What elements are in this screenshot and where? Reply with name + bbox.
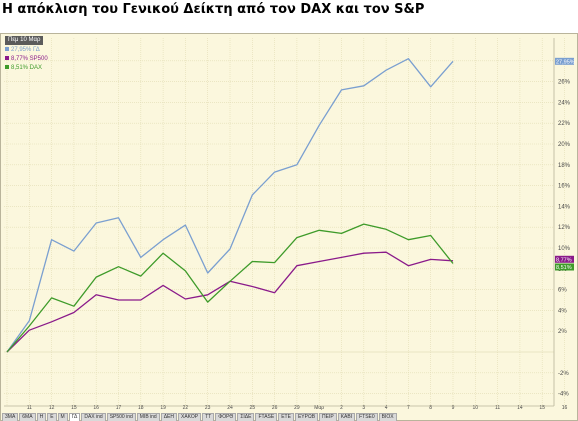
x-tick-label: 17 — [116, 405, 122, 411]
plot-area — [4, 38, 554, 406]
toolbar-button[interactable]: Μ — [57, 413, 68, 421]
end-value-label: 27,95% — [556, 59, 575, 65]
x-tick-label: 18 — [138, 405, 144, 411]
toolbar-button[interactable]: ΕΥΡΩΒ — [294, 413, 319, 421]
y-tick-label: 14% — [558, 204, 571, 210]
x-tick-label: 3 — [362, 405, 365, 411]
toolbar-button[interactable]: ΓΔ — [68, 413, 81, 421]
y-tick-label: 18% — [558, 163, 571, 169]
symbol-toolbar: 3ΜΑ 6ΜΑ Η Ε Μ ΓΔ DAX ind SP500 ind MIB ind ΔΕΗ ΧΑΚ… — [2, 413, 576, 421]
x-tick-label: 7 — [407, 405, 410, 411]
x-tick-label: 2 — [340, 405, 343, 411]
x-tick-label: 10 — [473, 405, 479, 411]
toolbar-button[interactable]: BIOX — [378, 413, 397, 421]
x-tick-label: 11 — [27, 405, 32, 411]
x-tick-label: 24 — [227, 405, 233, 411]
legend-marker-icon — [5, 56, 9, 60]
toolbar-button[interactable]: FTASE — [255, 413, 278, 421]
chart-title: Η απόκλιση του Γενικού Δείκτη από τον DA… — [2, 2, 425, 17]
end-value-label: 8,51% — [556, 265, 572, 271]
toolbar-button[interactable]: DAX ind — [81, 413, 106, 421]
legend-marker-icon — [5, 65, 9, 69]
toolbar-button[interactable]: ΕΤΕ — [278, 413, 294, 421]
y-tick-label: 24% — [558, 100, 571, 106]
x-tick-label: 15 — [539, 405, 545, 411]
chart-panel: -4%-2%2%4%6%8%10%12%14%16%18%20%22%24%26… — [0, 33, 578, 421]
x-tick-label: 19 — [160, 405, 166, 411]
legend-item: 8,51% DAX — [5, 64, 48, 73]
toolbar-button[interactable]: Ε — [47, 413, 57, 421]
x-tick-label: 15 — [71, 405, 77, 411]
legend: 27,95% ΓΔ 8,77% SP500 8,51% DAX — [5, 46, 48, 73]
toolbar-button[interactable]: FTSE0 — [356, 413, 378, 421]
x-tick-label: 29 — [294, 405, 300, 411]
x-tick-label: 12 — [49, 405, 55, 411]
x-tick-label: 26 — [272, 405, 278, 411]
toolbar-button[interactable]: MIB ind — [136, 413, 160, 421]
toolbar-button[interactable]: ΤΤ — [202, 413, 215, 421]
x-tick-label: 22 — [183, 405, 189, 411]
x-tick-label: 14 — [517, 405, 523, 411]
toolbar-button[interactable]: 3ΜΑ — [2, 413, 19, 421]
legend-label: 8,51% DAX — [11, 65, 43, 71]
end-label-box — [555, 57, 574, 65]
line-chart: -4%-2%2%4%6%8%10%12%14%16%18%20%22%24%26… — [4, 38, 575, 411]
date-label: Πεμ 10 Μαρ — [5, 36, 44, 45]
x-tick-label: 9 — [452, 405, 455, 411]
toolbar-button[interactable]: ΔΕΗ — [160, 413, 178, 421]
toolbar-button[interactable]: ΦΟΡΘ — [215, 413, 237, 421]
series-line-dax — [6, 223, 454, 353]
end-value-label: 8,77% — [556, 257, 572, 263]
y-tick-label: 2% — [558, 329, 567, 335]
x-tick-label: 16 — [562, 405, 568, 411]
legend-label: 8,77% SP500 — [11, 56, 48, 62]
x-tick-label: 4 — [385, 405, 388, 411]
toolbar-button[interactable]: 6ΜΑ — [19, 413, 36, 421]
legend-marker-icon — [5, 47, 9, 51]
toolbar-button[interactable]: ΚΑΒΙ — [337, 413, 356, 421]
x-tick-label: 11 — [495, 405, 500, 411]
x-tick-label: Μαρ — [314, 405, 324, 411]
end-label-box — [555, 263, 574, 271]
toolbar-button[interactable]: ΣΙΔΕ — [237, 413, 255, 421]
toolbar-button[interactable]: ΧΑΚΟΡ — [178, 413, 202, 421]
toolbar-button[interactable]: Η — [36, 413, 47, 421]
y-tick-label: -4% — [558, 392, 569, 398]
legend-item: 27,95% ΓΔ — [5, 46, 48, 55]
x-tick-label: 23 — [205, 405, 211, 411]
y-tick-label: 4% — [558, 308, 567, 314]
end-label-box — [555, 255, 574, 263]
y-tick-label: -2% — [558, 371, 569, 377]
legend-item: 8,77% SP500 — [5, 55, 48, 64]
toolbar-button[interactable]: ΠΕΙΡ — [319, 413, 337, 421]
series-line-γδ — [6, 58, 454, 353]
legend-label: 27,95% ΓΔ — [11, 47, 40, 53]
x-tick-label: 8 — [429, 405, 432, 411]
y-tick-label: 6% — [558, 288, 567, 294]
x-tick-label: 16 — [93, 405, 99, 411]
toolbar-button[interactable]: SP500 ind — [106, 413, 136, 421]
x-tick-label: 25 — [250, 405, 256, 411]
